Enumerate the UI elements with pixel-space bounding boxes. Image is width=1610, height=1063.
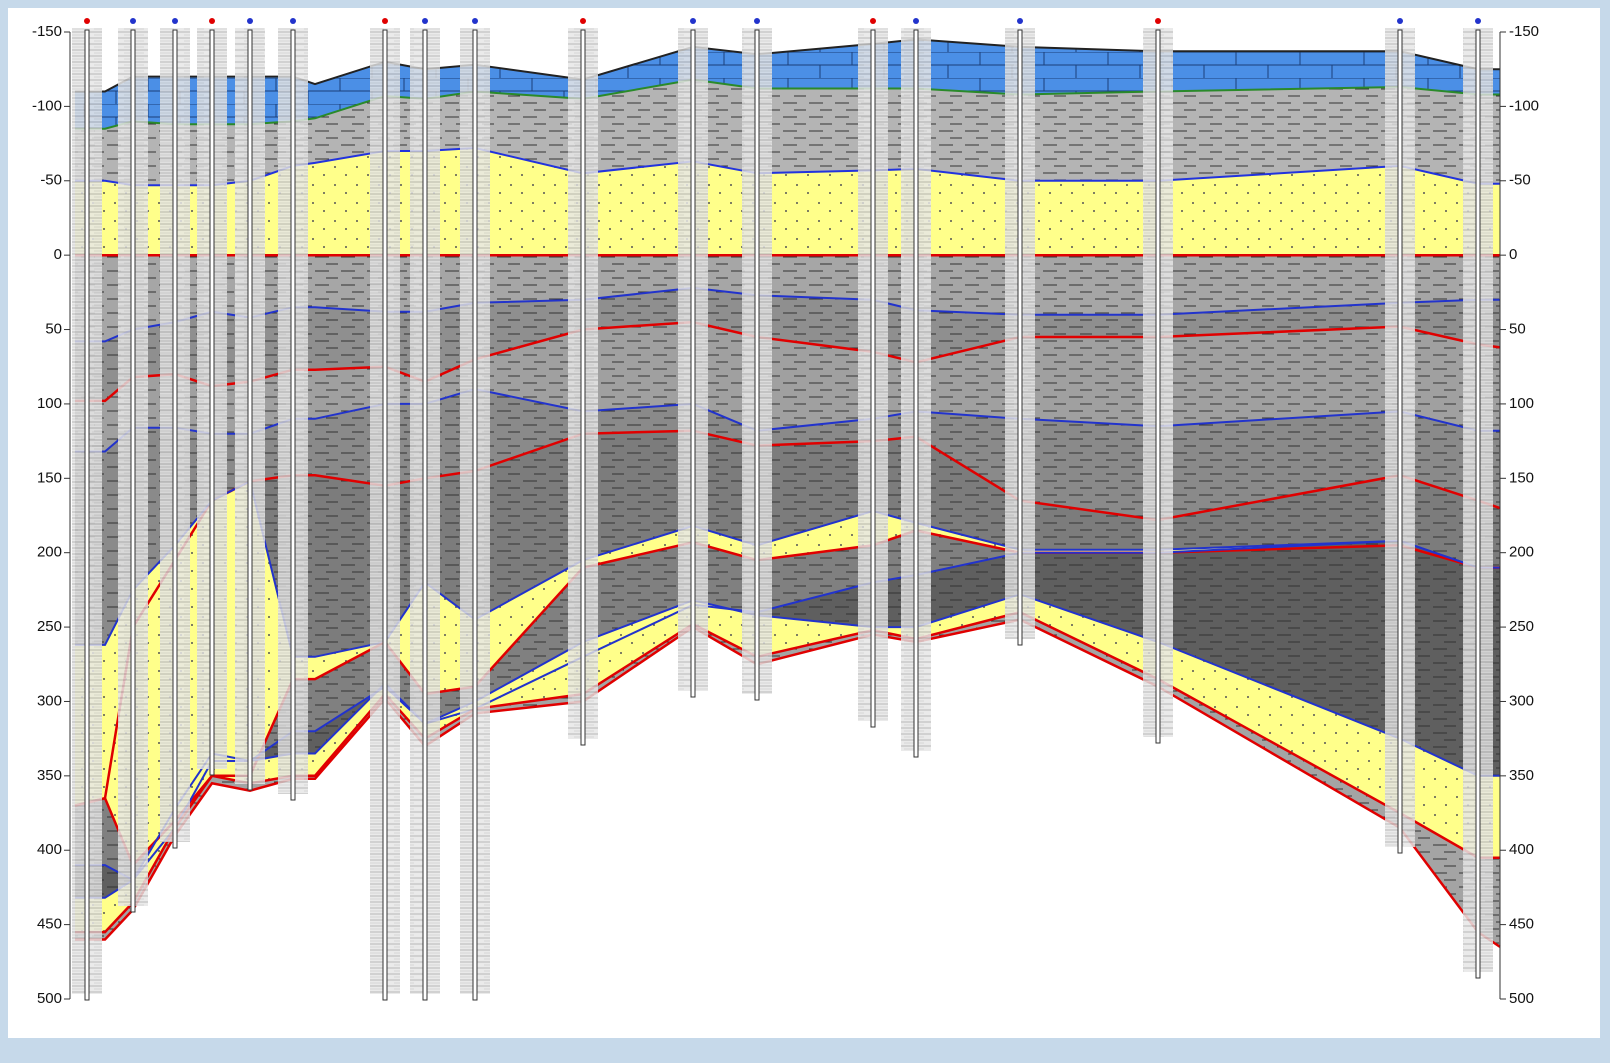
well-bore (580, 29, 586, 746)
right-tick-label: 400 (1509, 841, 1534, 858)
well-bore (172, 29, 178, 849)
well-bore (1475, 29, 1481, 979)
well (72, 18, 102, 1001)
well-bore (870, 29, 876, 728)
well-symbol (1017, 18, 1023, 24)
well-bore (1017, 29, 1023, 646)
well (235, 18, 265, 791)
well-bore (913, 29, 919, 758)
depth-axes: -150 -150 -100 -100 -50 -50 0 0 50 50 100 100 150 150… (32, 23, 1539, 1007)
right-tick-label: 200 (1509, 544, 1534, 561)
well-symbol (754, 18, 760, 24)
well (197, 18, 227, 776)
left-tick-label: 150 (37, 469, 62, 486)
left-tick-label: -100 (32, 97, 62, 114)
well-symbol (1475, 18, 1481, 24)
well-symbol (209, 18, 215, 24)
wells (72, 18, 1493, 1001)
well-symbol (580, 18, 586, 24)
well (160, 18, 190, 849)
well (1463, 18, 1493, 979)
well-symbol (290, 18, 296, 24)
well-bore (382, 29, 388, 1001)
well (410, 18, 440, 1001)
well-bore (84, 29, 90, 1001)
left-tick-label: 450 (37, 916, 62, 933)
well-bore (209, 29, 215, 776)
well-symbol (247, 18, 253, 24)
left-tick-label: 300 (37, 692, 62, 709)
well-symbol (690, 18, 696, 24)
left-tick-label: 200 (37, 544, 62, 561)
well (1005, 18, 1035, 646)
well-symbol (84, 18, 90, 24)
well (278, 18, 308, 801)
well-symbol (172, 18, 178, 24)
right-tick-label: 500 (1509, 990, 1534, 1007)
well-symbol (130, 18, 136, 24)
right-tick-label: 50 (1509, 321, 1526, 338)
right-tick-label: 0 (1509, 246, 1517, 263)
right-tick-label: 150 (1509, 469, 1534, 486)
left-tick-label: 250 (37, 618, 62, 635)
well-symbol (422, 18, 428, 24)
right-tick-label: 350 (1509, 767, 1534, 784)
right-tick-label: -150 (1509, 23, 1539, 40)
right-tick-label: 300 (1509, 692, 1534, 709)
well-bore (422, 29, 428, 1001)
left-tick-label: 50 (45, 321, 62, 338)
well (858, 18, 888, 728)
well (678, 18, 708, 698)
right-tick-label: 450 (1509, 916, 1534, 933)
well-bore (472, 29, 478, 1001)
well (118, 18, 148, 913)
well-bore (690, 29, 696, 698)
well-bore (290, 29, 296, 801)
well-bore (247, 29, 253, 791)
well-symbol (472, 18, 478, 24)
well-symbol (870, 18, 876, 24)
left-tick-label: -150 (32, 23, 62, 40)
left-tick-label: 100 (37, 395, 62, 412)
well (901, 18, 931, 758)
left-tick-label: -50 (40, 172, 62, 189)
well-symbol (913, 18, 919, 24)
left-tick-label: 0 (54, 246, 62, 263)
well-bore (130, 29, 136, 913)
well-symbol (1397, 18, 1403, 24)
well (568, 18, 598, 746)
well (370, 18, 400, 1001)
well-bore (754, 29, 760, 701)
right-tick-label: -100 (1509, 97, 1539, 114)
well-symbol (382, 18, 388, 24)
well (742, 18, 772, 701)
well-bore (1155, 29, 1161, 744)
right-tick-label: -50 (1509, 172, 1531, 189)
well-bore (1397, 29, 1403, 854)
left-tick-label: 350 (37, 767, 62, 784)
well (460, 18, 490, 1001)
right-tick-label: 100 (1509, 395, 1534, 412)
left-tick-label: 500 (37, 990, 62, 1007)
right-tick-label: 250 (1509, 618, 1534, 635)
well (1385, 18, 1415, 854)
left-tick-label: 400 (37, 841, 62, 858)
well-symbol (1155, 18, 1161, 24)
well (1143, 18, 1173, 744)
